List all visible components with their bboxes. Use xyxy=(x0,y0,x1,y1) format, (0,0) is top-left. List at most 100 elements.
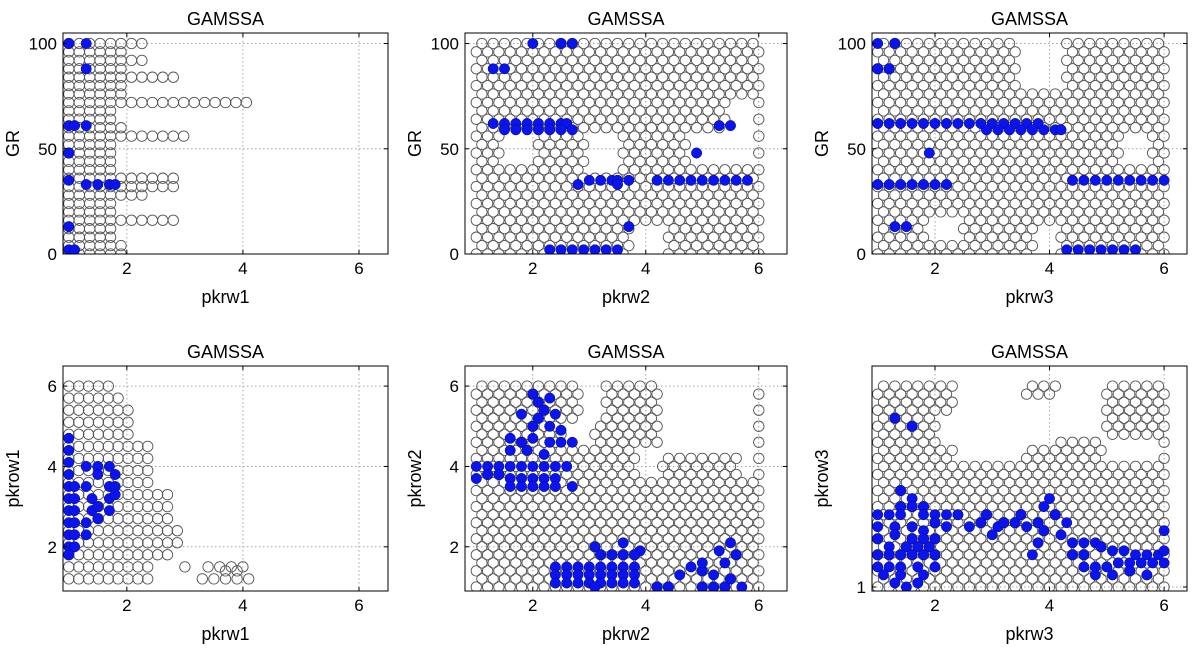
sample-point xyxy=(481,248,494,254)
sample-point xyxy=(894,164,907,176)
sample-point xyxy=(481,180,494,193)
sample-point xyxy=(685,79,697,92)
sample-point xyxy=(498,396,511,408)
sample-point xyxy=(1124,517,1136,529)
sample-point xyxy=(538,517,550,529)
sample-point xyxy=(696,533,708,545)
sample-point xyxy=(992,88,1004,100)
sample-point xyxy=(1124,96,1136,109)
sample-point xyxy=(63,561,75,573)
sample-point xyxy=(566,525,578,537)
sample-point xyxy=(912,223,924,235)
sample-point xyxy=(980,105,993,117)
sample-point xyxy=(690,492,703,505)
sample-point xyxy=(1146,79,1159,92)
sample-point xyxy=(1072,71,1084,83)
sample-point xyxy=(969,37,981,50)
highlighted-point xyxy=(730,549,742,561)
sample-point xyxy=(889,396,901,408)
sample-point xyxy=(1020,197,1033,210)
sample-point xyxy=(724,525,737,537)
highlighted-point xyxy=(583,174,595,186)
sample-point xyxy=(679,541,691,553)
sample-point xyxy=(549,214,562,226)
sample-point xyxy=(980,239,993,252)
sample-point xyxy=(521,557,533,569)
sample-point xyxy=(685,96,697,109)
y-tick-label: 100 xyxy=(29,35,57,54)
sample-point xyxy=(1101,404,1113,416)
sample-point xyxy=(923,492,935,505)
sample-point xyxy=(634,172,646,184)
sample-point xyxy=(1141,525,1153,537)
sample-point xyxy=(1158,147,1170,159)
sample-point xyxy=(115,122,127,134)
sample-point xyxy=(538,180,550,193)
sample-point xyxy=(957,189,970,201)
sample-point xyxy=(645,525,658,537)
sample-point xyxy=(1009,164,1021,176)
sample-point xyxy=(975,549,987,561)
sample-point xyxy=(889,88,901,100)
sample-point xyxy=(1049,541,1061,553)
highlighted-point xyxy=(1055,529,1067,541)
y-tick-label: 50 xyxy=(847,140,866,159)
sample-point xyxy=(1049,476,1061,489)
sample-point xyxy=(1032,180,1044,193)
highlighted-point xyxy=(566,244,578,254)
sample-point xyxy=(549,130,562,142)
sample-point xyxy=(877,105,890,117)
sample-point xyxy=(102,380,114,392)
sample-point xyxy=(940,468,953,481)
sample-point xyxy=(912,239,924,252)
sample-point xyxy=(651,404,663,416)
sample-point xyxy=(906,404,918,416)
sample-point xyxy=(589,509,601,521)
sample-point xyxy=(912,206,924,218)
sample-point xyxy=(470,164,482,176)
sample-point xyxy=(583,197,595,210)
sample-point xyxy=(561,214,573,226)
sample-point xyxy=(532,206,545,218)
sample-point xyxy=(561,63,573,75)
highlighted-point xyxy=(708,174,720,186)
sample-point xyxy=(1032,96,1044,109)
sample-point xyxy=(600,37,612,50)
sample-point xyxy=(1009,63,1021,75)
sample-point xyxy=(544,492,556,505)
sample-point xyxy=(1095,189,1107,201)
sample-point xyxy=(998,79,1010,92)
sample-point xyxy=(707,96,720,109)
sample-point xyxy=(561,147,573,159)
sample-point xyxy=(963,248,976,254)
sample-point xyxy=(1112,533,1124,545)
sample-point xyxy=(1152,460,1165,473)
sample-point xyxy=(583,46,595,58)
sample-point xyxy=(935,54,947,67)
sample-point xyxy=(736,239,748,252)
sample-point xyxy=(1003,189,1016,201)
sample-point xyxy=(1118,88,1130,100)
sample-point xyxy=(1015,573,1027,585)
sample-point xyxy=(178,130,190,142)
highlighted-point xyxy=(623,174,635,186)
sample-point xyxy=(696,113,708,125)
highlighted-point xyxy=(912,541,924,553)
sample-point xyxy=(142,537,154,549)
sample-point xyxy=(877,412,890,424)
sample-point xyxy=(668,541,680,553)
x-tick-label: 2 xyxy=(122,259,131,278)
sample-point xyxy=(583,63,595,75)
sample-point xyxy=(634,412,646,424)
sample-point xyxy=(561,388,573,400)
sample-point xyxy=(1020,130,1033,142)
sample-point xyxy=(730,231,742,243)
sample-point xyxy=(1141,412,1153,424)
sample-point xyxy=(82,573,95,585)
sample-point xyxy=(214,561,226,573)
sample-point xyxy=(685,231,697,243)
sample-point xyxy=(900,172,913,184)
sample-point xyxy=(521,492,533,505)
sample-point xyxy=(753,468,765,481)
sample-point xyxy=(975,214,987,226)
